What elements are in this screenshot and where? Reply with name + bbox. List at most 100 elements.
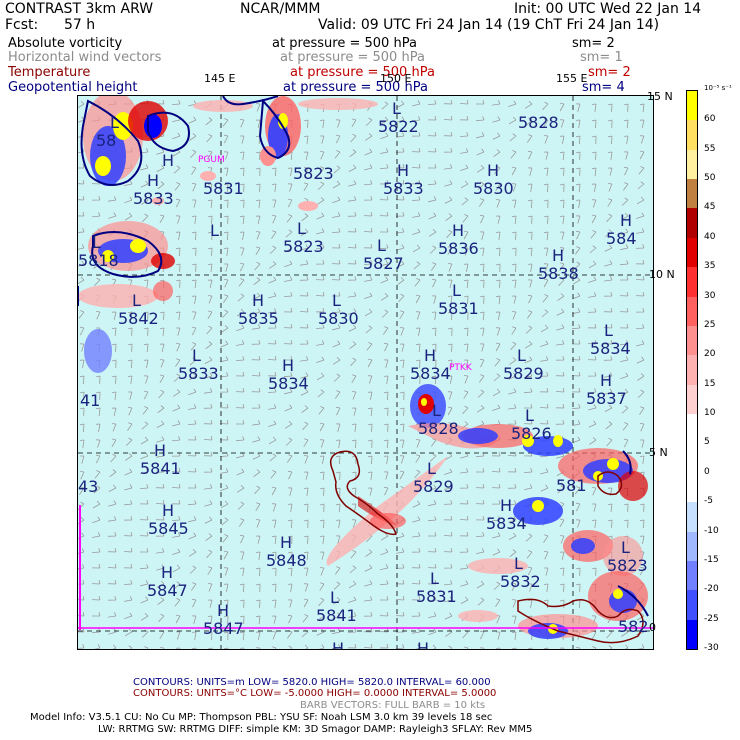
height-center-value: 5841	[316, 606, 357, 625]
footer-model-info-1: Model Info: V3.5.1 CU: No Cu MP: Thompso…	[30, 712, 493, 723]
field-name-vorticity: Absolute vorticity	[8, 36, 123, 51]
colorbar-tick-label: 55	[704, 143, 716, 154]
height-center-value: 5822	[378, 117, 419, 136]
colorbar-tick-label: -20	[704, 584, 719, 595]
colorbar-tick-label: 45	[704, 202, 716, 213]
height-center-value: 5828	[418, 419, 459, 438]
lat-tick-5n: 5 N	[649, 446, 668, 459]
colorbar-segment	[687, 560, 697, 591]
height-center-type: H	[282, 356, 294, 375]
height-center-type: L	[392, 99, 401, 118]
field-pressure-temperature: at pressure = 500 hPa	[290, 65, 435, 80]
field-pressure-vorticity: at pressure = 500 hPa	[272, 36, 417, 51]
colorbar-segment	[687, 502, 697, 533]
colorbar-tick-label: 15	[704, 378, 716, 389]
colorbar-segment	[687, 355, 697, 386]
height-center-value: 5829	[503, 364, 544, 383]
height-center-type: H	[452, 221, 464, 240]
height-contours	[78, 96, 649, 617]
height-center-value: 5848	[266, 551, 307, 570]
height-center-type: L	[297, 219, 306, 238]
colorbar-segment	[687, 120, 697, 151]
left-boundary-line	[79, 505, 81, 630]
height-center-type: L	[525, 406, 534, 425]
field-name-temperature: Temperature	[8, 65, 91, 80]
height-center-type: H	[552, 246, 564, 265]
height-center-value: 5823	[607, 556, 648, 575]
height-center-type: L	[332, 291, 341, 310]
height-center-value: 5832	[500, 572, 541, 591]
height-center-type: H	[217, 601, 229, 620]
colorbar-segment	[687, 443, 697, 474]
height-center-value: 5834	[268, 374, 309, 393]
height-center-value: 5826	[511, 424, 552, 443]
colorbar-segment	[687, 267, 697, 298]
height-center-type: L	[330, 588, 339, 607]
height-center-value: 5823	[283, 237, 324, 256]
height-center-type: H	[147, 171, 159, 190]
footer-contours-height: CONTOURS: UNITS=m LOW= 5820.0 HIGH= 5820…	[133, 677, 491, 688]
colorbar-tick-label: 40	[704, 231, 716, 242]
height-center-type: L	[132, 291, 141, 310]
height-center-value: 5847	[203, 619, 244, 638]
colorbar-segment	[687, 237, 697, 268]
height-center-value: 584	[606, 229, 637, 248]
height-center-type: L	[192, 346, 201, 365]
height-center-value: 43	[78, 477, 98, 496]
height-center-value: 5823	[293, 164, 334, 183]
height-center-value: 5830	[318, 309, 359, 328]
height-center-value: 5834	[410, 364, 451, 383]
height-center-value: 5847	[147, 581, 188, 600]
height-center-type: H	[332, 639, 344, 649]
colorbar-tick-label: 35	[704, 261, 716, 272]
height-center-value: 5833	[383, 179, 424, 198]
lat-tick-0: 0	[649, 621, 656, 634]
colorbar-tick-label: 10	[704, 408, 716, 419]
colorbar-tick-label: 0	[704, 466, 710, 477]
height-center-value: 58	[96, 131, 116, 150]
height-center-value: 5834	[590, 339, 631, 358]
colorbar-tick-label: -15	[704, 554, 719, 565]
footer-barb-vectors: BARB VECTORS: FULL BARB = 10 kts	[300, 700, 486, 711]
colorbar-tick-label: -5	[704, 496, 713, 507]
height-center-value: 581	[556, 476, 587, 495]
height-center-value: 5828	[518, 113, 559, 132]
colorbar-tick-label: 25	[704, 319, 716, 330]
colorbar-segment	[687, 472, 697, 503]
lat-tick-10n: 10 N	[649, 268, 675, 281]
height-center-type: H	[620, 211, 632, 230]
fcst-label: Fcst:	[5, 17, 39, 33]
colorbar-segment	[687, 208, 697, 239]
field-pressure-height: at pressure = 500 hPa	[283, 80, 428, 95]
height-center-value: 5831	[416, 587, 457, 606]
station-pgum: PGUM	[198, 155, 225, 165]
height-center-type: H	[252, 291, 264, 310]
temperature-contours	[329, 450, 644, 644]
height-center-value: 5818	[78, 251, 119, 270]
height-center-value: 5830	[473, 179, 514, 198]
field-pressure-wind: at pressure = 500 hPa	[280, 50, 425, 65]
height-center-value: 5831	[203, 179, 244, 198]
height-center-type: L	[514, 554, 523, 573]
height-center-type: L	[604, 321, 613, 340]
height-center-value: 5833	[178, 364, 219, 383]
colorbar-tick-label: 50	[704, 173, 716, 184]
height-center-type: L	[110, 113, 119, 132]
height-center-type: H	[600, 371, 612, 390]
height-center-type: L	[92, 233, 101, 252]
height-center-value: 5842	[118, 309, 159, 328]
vorticity-field	[78, 96, 648, 639]
field-sm-wind: sm= 1	[580, 50, 623, 65]
colorbar-segment	[687, 619, 697, 650]
height-center-type: L	[621, 538, 630, 557]
height-center-type: L	[517, 346, 526, 365]
height-center-type: L	[210, 221, 219, 240]
colorbar-segment	[687, 179, 697, 209]
height-center-value: 582	[618, 617, 649, 636]
height-center-type: H	[500, 496, 512, 515]
model-name: CONTRAST 3km ARW	[5, 1, 154, 17]
lat-tick-15n: 15 N	[647, 90, 673, 103]
height-center-type: H	[154, 441, 166, 460]
height-center-type: H	[397, 161, 409, 180]
